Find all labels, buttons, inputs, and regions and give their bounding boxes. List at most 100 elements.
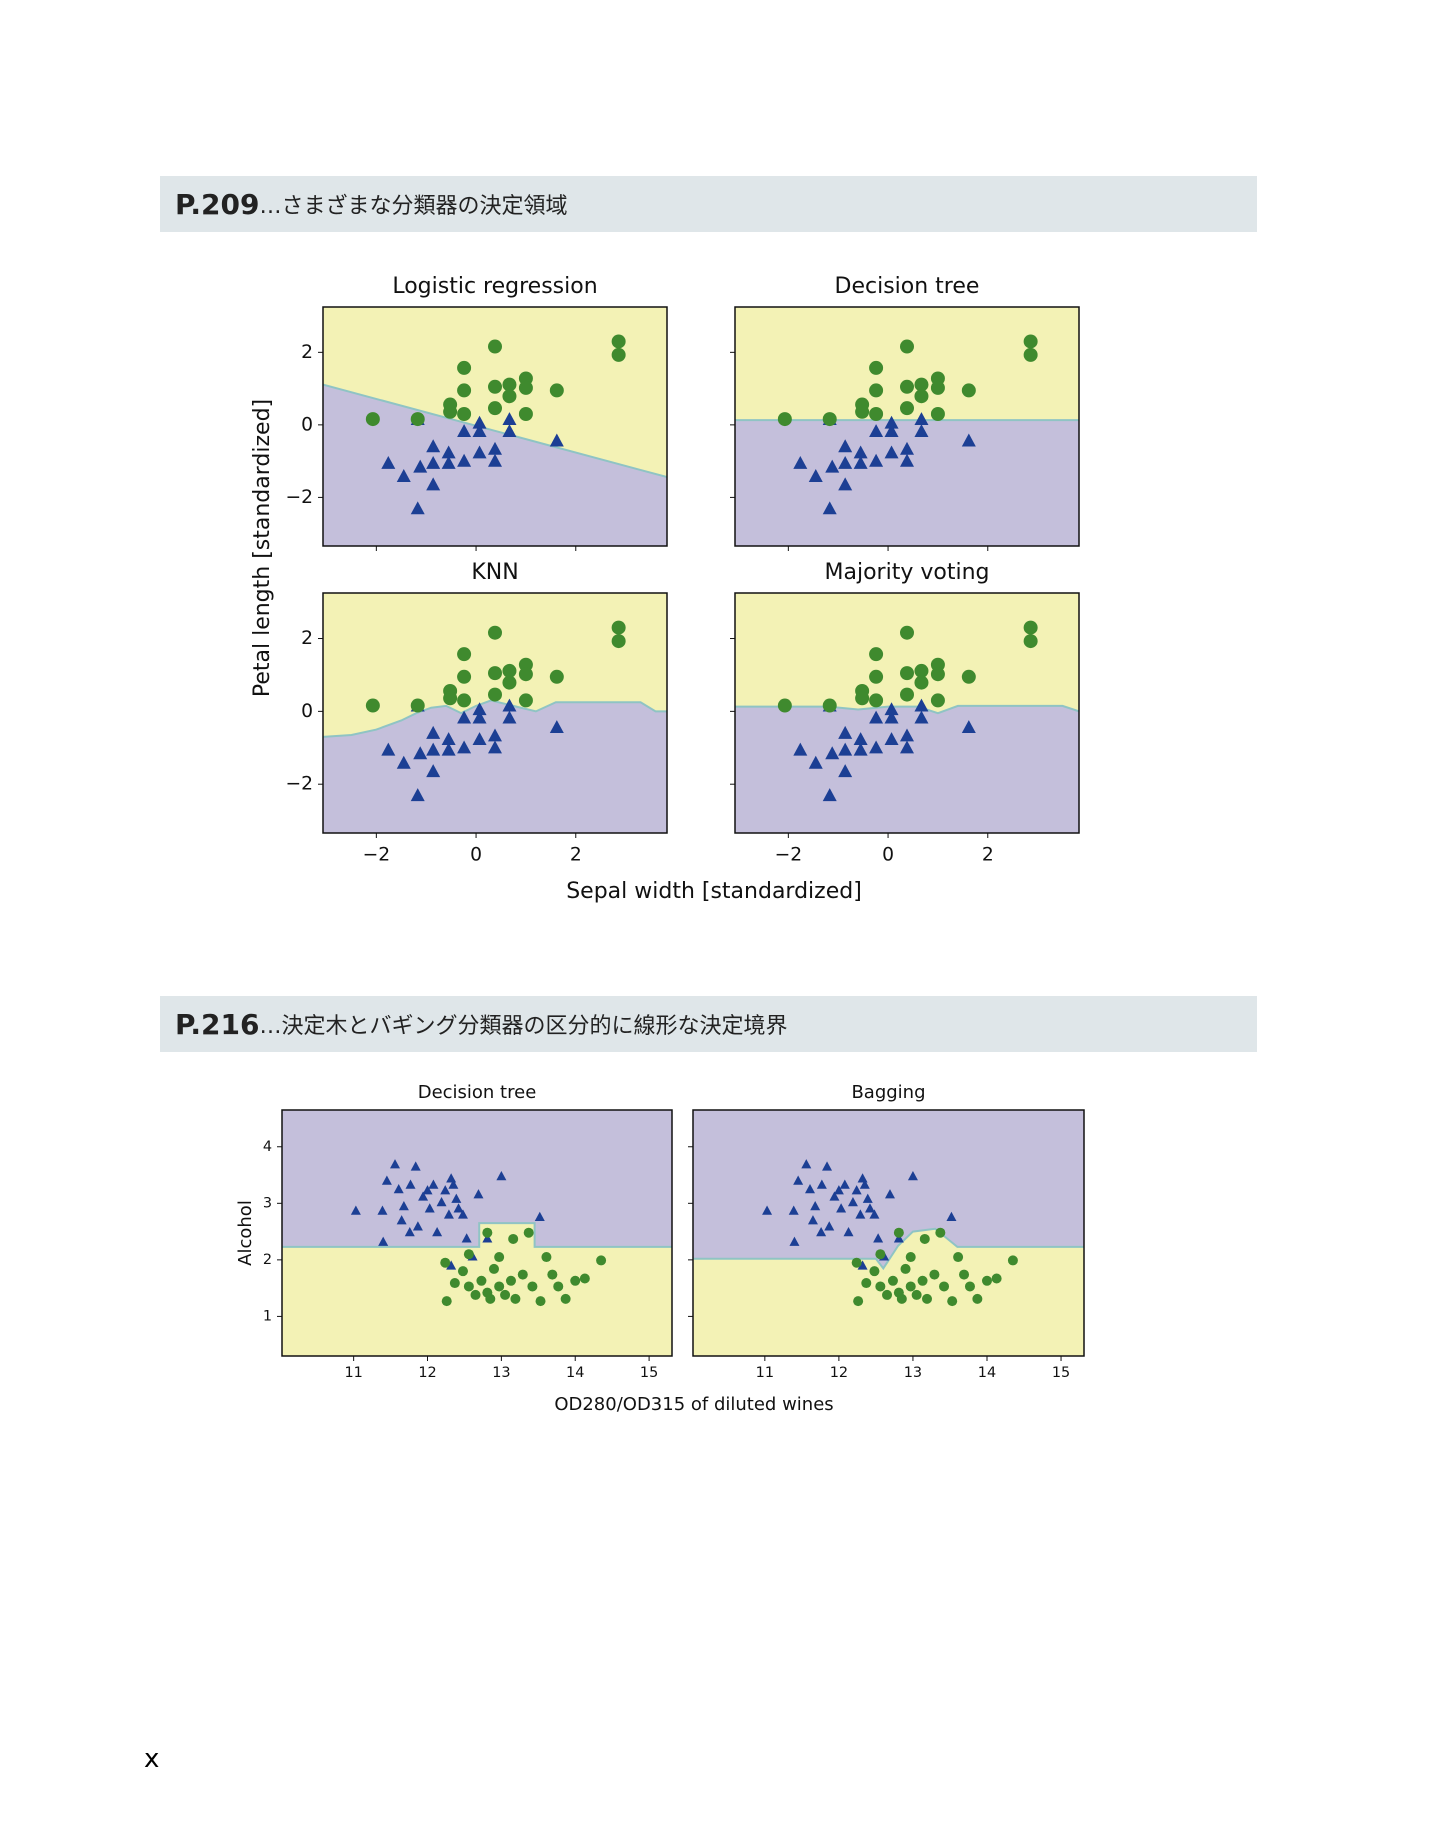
triangle-point — [457, 710, 472, 724]
circle-point — [947, 1296, 958, 1307]
circle-point — [510, 1293, 521, 1304]
triangle-point — [884, 702, 899, 716]
triangle-point — [413, 746, 428, 760]
y-tick-label: 2 — [301, 342, 313, 363]
circle-point — [919, 1233, 930, 1244]
circle-point — [488, 379, 502, 394]
circle-point — [896, 1293, 907, 1304]
circle-point — [777, 412, 792, 427]
triangle-point — [488, 453, 502, 467]
triangle-point — [396, 1215, 407, 1225]
triangle-point — [396, 469, 411, 482]
x-tick-label: 11 — [756, 1365, 774, 1381]
circle-point — [911, 1289, 922, 1300]
circle-point — [1023, 634, 1038, 649]
circle-point — [914, 675, 929, 690]
triangle-point — [418, 1191, 429, 1201]
circle-point — [1023, 334, 1038, 349]
triangle-point — [398, 1200, 409, 1211]
triangle-point — [793, 455, 808, 469]
circle-point — [488, 339, 502, 354]
triangle-point — [914, 412, 929, 426]
triangle-point — [838, 455, 853, 469]
triangle-point — [808, 755, 823, 769]
triangle-point — [404, 1226, 415, 1237]
page-number: x — [144, 1744, 160, 1774]
circle-point — [457, 1266, 468, 1277]
triangle-point — [410, 501, 425, 515]
triangle-point — [426, 742, 441, 756]
circle-point — [822, 412, 837, 427]
triangle-point — [807, 1215, 818, 1225]
circle-point — [457, 647, 472, 662]
circle-point — [488, 625, 502, 640]
circle-point — [981, 1275, 992, 1286]
circle-point — [518, 693, 533, 708]
circle-point — [972, 1293, 983, 1304]
triangle-point — [824, 1221, 835, 1231]
triangle-point — [443, 1209, 454, 1219]
circle-point — [502, 389, 517, 404]
circle-point — [482, 1227, 493, 1238]
section-title: …決定木とバギング分類器の区分的に線形な決定境界 — [259, 1014, 788, 1039]
circle-point — [893, 1227, 904, 1238]
triangle-point — [426, 455, 441, 469]
panel — [282, 1110, 672, 1356]
triangle-point — [838, 725, 853, 739]
triangle-point — [461, 1233, 472, 1243]
triangle-point — [884, 732, 899, 746]
circle-point — [900, 379, 914, 394]
circle-point — [579, 1273, 590, 1284]
triangle-point — [853, 732, 868, 746]
triangle-point — [825, 746, 840, 760]
circle-point — [869, 383, 884, 398]
circle-point — [535, 1296, 546, 1307]
circle-point — [887, 1275, 898, 1286]
x-tick-label: 2 — [570, 845, 582, 866]
triangle-point — [853, 455, 868, 469]
x-tick-label: 11 — [344, 1365, 362, 1381]
y-tick-label: 0 — [301, 701, 313, 722]
triangle-point — [441, 742, 456, 756]
x-tick-label: 13 — [904, 1365, 922, 1381]
triangle-point — [793, 742, 808, 756]
triangle-point — [428, 1179, 439, 1189]
triangle-point — [396, 755, 411, 769]
circle-point — [961, 383, 976, 398]
circle-point — [964, 1281, 975, 1292]
triangle-point — [441, 732, 456, 746]
circle-point — [961, 669, 976, 684]
circle-point — [365, 698, 380, 713]
circle-point — [900, 339, 914, 354]
circle-point — [560, 1293, 571, 1304]
circle-point — [882, 1289, 893, 1300]
circle-point — [959, 1269, 970, 1280]
circle-point — [900, 625, 914, 640]
triangle-point — [457, 1209, 468, 1219]
circle-point — [869, 406, 884, 421]
y-axis-label: Petal length [standardized] — [250, 399, 275, 697]
x-tick-label: 2 — [982, 845, 994, 866]
circle-point — [1007, 1255, 1018, 1266]
circle-point — [869, 669, 884, 684]
circle-point — [523, 1227, 534, 1238]
circle-point — [494, 1252, 505, 1263]
triangle-point — [857, 1260, 868, 1270]
triangle-point — [900, 728, 914, 742]
circle-point — [905, 1281, 916, 1292]
triangle-point — [426, 477, 441, 491]
circle-point — [900, 1263, 911, 1274]
triangle-point — [859, 1179, 870, 1189]
triangle-point — [377, 1205, 388, 1215]
region-below — [282, 1223, 672, 1356]
triangle-point — [472, 710, 487, 724]
circle-point — [410, 412, 425, 427]
triangle-point — [853, 742, 868, 756]
triangle-point — [869, 453, 884, 467]
circle-point — [611, 347, 626, 362]
circle-point — [611, 620, 626, 635]
triangle-point — [855, 1209, 866, 1219]
triangle-point — [788, 1205, 799, 1215]
y-tick-label: 2 — [263, 1252, 272, 1268]
